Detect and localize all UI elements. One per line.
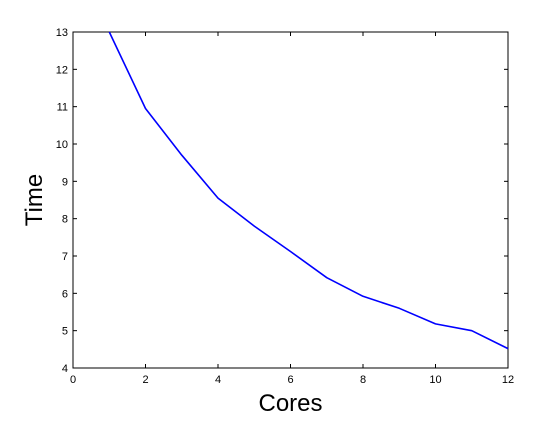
y-axis-label: Time	[21, 174, 48, 226]
y-tick-label: 9	[62, 176, 68, 188]
y-tick-label: 4	[62, 363, 68, 375]
y-tick-label: 6	[62, 288, 68, 300]
series-layer	[108, 31, 509, 350]
x-tick-label: 4	[215, 374, 221, 386]
y-tick-label: 12	[56, 64, 68, 76]
x-tick-label: 12	[502, 374, 514, 386]
series-line	[108, 31, 509, 350]
x-axis: 0 2 4 6 8 10 12	[70, 32, 514, 386]
y-tick-label: 7	[62, 251, 68, 263]
x-tick-label: 6	[287, 374, 293, 386]
x-axis-label: Cores	[258, 390, 322, 417]
x-tick-label: 10	[429, 374, 441, 386]
y-axis: 4 5 6 7 8 9 10 11 12 13	[56, 27, 508, 375]
y-tick-label: 10	[56, 139, 68, 151]
x-tick-label: 2	[142, 374, 148, 386]
x-tick-label: 0	[70, 374, 76, 386]
y-tick-label: 13	[56, 27, 68, 39]
y-tick-label: 5	[62, 326, 68, 338]
plot-area	[72, 31, 509, 369]
y-tick-label: 8	[62, 214, 68, 226]
y-tick-label: 11	[57, 102, 68, 114]
x-tick-label: 8	[360, 374, 366, 386]
